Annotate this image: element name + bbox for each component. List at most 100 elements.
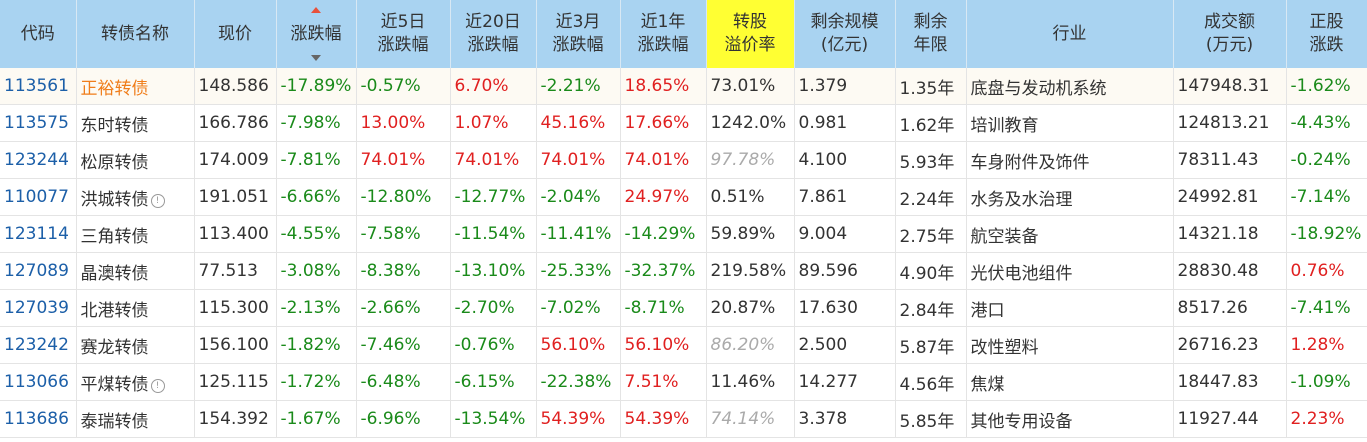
cell-name[interactable]: 松原转债 <box>76 141 195 179</box>
premium-value: 97.78% <box>710 150 776 170</box>
cell-change: -7.81% <box>276 141 357 179</box>
years-value: 4.56年 <box>899 374 955 395</box>
premium-value: 1242.0% <box>710 113 787 133</box>
table-row[interactable]: 113066 平煤转债! 125.115 -1.72% -6.48% -6.15% -22.… <box>0 363 1367 401</box>
cell-years: 5.85年 <box>895 400 967 438</box>
cell-name[interactable]: 泰瑞转债 <box>76 400 195 438</box>
col-3m-change-header[interactable]: 近3月 涨跌幅 <box>536 0 621 68</box>
years-value: 1.62年 <box>899 115 955 136</box>
cell-premium: 59.89% <box>706 215 795 253</box>
name-value: 松原转债 <box>80 152 149 173</box>
table-row[interactable]: 127089 晶澳转债 77.513 -3.08% -8.38% -13.10% -25.3… <box>0 252 1367 290</box>
cell-name[interactable]: 洪城转债! <box>76 178 195 216</box>
years-value: 5.93年 <box>899 152 955 173</box>
cell-code[interactable]: 123244 <box>0 141 77 179</box>
table-row[interactable]: 113561 正裕转债 148.586 -17.89% -0.57% 6.70% -2.21… <box>0 68 1367 105</box>
cell-years: 4.90年 <box>895 252 967 290</box>
d20-value: -12.77% <box>454 187 526 207</box>
cell-y1: -14.29% <box>620 215 707 253</box>
cell-volume: 24992.81 <box>1173 178 1287 216</box>
cell-code[interactable]: 113575 <box>0 104 77 142</box>
cell-name[interactable]: 赛龙转债 <box>76 326 195 364</box>
change-value: -7.81% <box>280 150 341 170</box>
col-name-header[interactable]: 转债名称 <box>76 0 195 68</box>
cell-volume: 78311.43 <box>1173 141 1287 179</box>
scale-value: 9.004 <box>798 224 848 244</box>
cell-y1: 7.51% <box>620 363 707 401</box>
stock-value: -18.92% <box>1290 224 1362 244</box>
name-value: 北港转债 <box>80 300 149 321</box>
cell-d5: -6.48% <box>356 363 451 401</box>
col-industry-header[interactable]: 行业 <box>966 0 1174 68</box>
stock-value: -0.24% <box>1290 150 1351 170</box>
cell-code[interactable]: 123242 <box>0 326 77 364</box>
d5-value: -8.38% <box>360 261 421 281</box>
col-stock-change-header[interactable]: 正股 涨跌 <box>1286 0 1367 68</box>
col-1y-change-header[interactable]: 近1年 涨跌幅 <box>620 0 707 68</box>
cell-d20: -0.76% <box>450 326 537 364</box>
y1-value: 24.97% <box>624 187 690 207</box>
cell-code[interactable]: 113561 <box>0 68 77 105</box>
volume-value: 78311.43 <box>1177 150 1259 170</box>
cell-y1: -32.37% <box>620 252 707 290</box>
d20-value: 1.07% <box>454 113 509 133</box>
code-value: 123114 <box>4 224 69 244</box>
col-20d-change-header[interactable]: 近20日 涨跌幅 <box>450 0 537 68</box>
cell-d20: -13.54% <box>450 400 537 438</box>
premium-value: 219.58% <box>710 261 787 281</box>
cell-volume: 26716.23 <box>1173 326 1287 364</box>
price-value: 156.100 <box>198 335 269 355</box>
cell-volume: 147948.31 <box>1173 68 1287 105</box>
col-price-header[interactable]: 现价 <box>194 0 277 68</box>
col-change-header[interactable]: 涨跌幅 <box>276 0 357 68</box>
code-value: 127089 <box>4 261 69 281</box>
cell-code[interactable]: 127089 <box>0 252 77 290</box>
cell-name[interactable]: 三角转债 <box>76 215 195 253</box>
y1-value: 17.66% <box>624 113 690 133</box>
d20-value: -11.54% <box>454 224 526 244</box>
table-row[interactable]: 127039 北港转债 115.300 -2.13% -2.66% -2.70% -7.02… <box>0 289 1367 327</box>
cell-stock: -0.24% <box>1286 141 1367 179</box>
years-value: 2.75年 <box>899 226 955 247</box>
cell-code[interactable]: 123114 <box>0 215 77 253</box>
table-row[interactable]: 113686 泰瑞转债 154.392 -1.67% -6.96% -13.54% 54.3… <box>0 400 1367 438</box>
col-volume-header[interactable]: 成交额 (万元) <box>1173 0 1287 68</box>
cell-d20: 74.01% <box>450 141 537 179</box>
table-row[interactable]: 123242 赛龙转债 156.100 -1.82% -7.46% -0.76% 56.10… <box>0 326 1367 364</box>
cell-industry: 水务及水治理 <box>966 178 1174 216</box>
col-years-header[interactable]: 剩余 年限 <box>895 0 967 68</box>
change-value: -6.66% <box>280 187 341 207</box>
cell-name[interactable]: 晶澳转债 <box>76 252 195 290</box>
cell-m3: -2.21% <box>536 68 621 105</box>
cell-d5: 74.01% <box>356 141 451 179</box>
cell-years: 2.24年 <box>895 178 967 216</box>
cell-name[interactable]: 东时转债 <box>76 104 195 142</box>
table-row[interactable]: 123114 三角转债 113.400 -4.55% -7.58% -11.54% -11.… <box>0 215 1367 253</box>
col-scale-header[interactable]: 剩余规模 (亿元) <box>794 0 896 68</box>
info-icon[interactable]: ! <box>150 193 165 208</box>
cell-m3: -2.04% <box>536 178 621 216</box>
cell-name[interactable]: 平煤转债! <box>76 363 195 401</box>
cell-stock: -4.43% <box>1286 104 1367 142</box>
years-value: 2.84年 <box>899 300 955 321</box>
cell-name[interactable]: 北港转债 <box>76 289 195 327</box>
name-value: 洪城转债 <box>80 189 149 210</box>
info-icon[interactable]: ! <box>150 378 165 393</box>
cell-premium: 74.14% <box>706 400 795 438</box>
cell-stock: -1.62% <box>1286 68 1367 105</box>
col-code-header[interactable]: 代码 <box>0 0 77 68</box>
table-row[interactable]: 123244 松原转债 174.009 -7.81% 74.01% 74.01% 74.01… <box>0 141 1367 179</box>
cell-premium: 97.78% <box>706 141 795 179</box>
cell-name[interactable]: 正裕转债 <box>76 68 195 105</box>
cell-m3: -7.02% <box>536 289 621 327</box>
cell-code[interactable]: 127039 <box>0 289 77 327</box>
cell-code[interactable]: 110077 <box>0 178 77 216</box>
cell-code[interactable]: 113686 <box>0 400 77 438</box>
cell-code[interactable]: 113066 <box>0 363 77 401</box>
d20-value: -13.54% <box>454 409 526 429</box>
table-row[interactable]: 110077 洪城转债! 191.051 -6.66% -12.80% -12.77% -2… <box>0 178 1367 216</box>
col-5d-change-header[interactable]: 近5日 涨跌幅 <box>356 0 451 68</box>
cell-volume: 8517.26 <box>1173 289 1287 327</box>
col-premium-header[interactable]: 转股 溢价率 <box>706 0 795 68</box>
table-row[interactable]: 113575 东时转债 166.786 -7.98% 13.00% 1.07% 45.16%… <box>0 104 1367 142</box>
